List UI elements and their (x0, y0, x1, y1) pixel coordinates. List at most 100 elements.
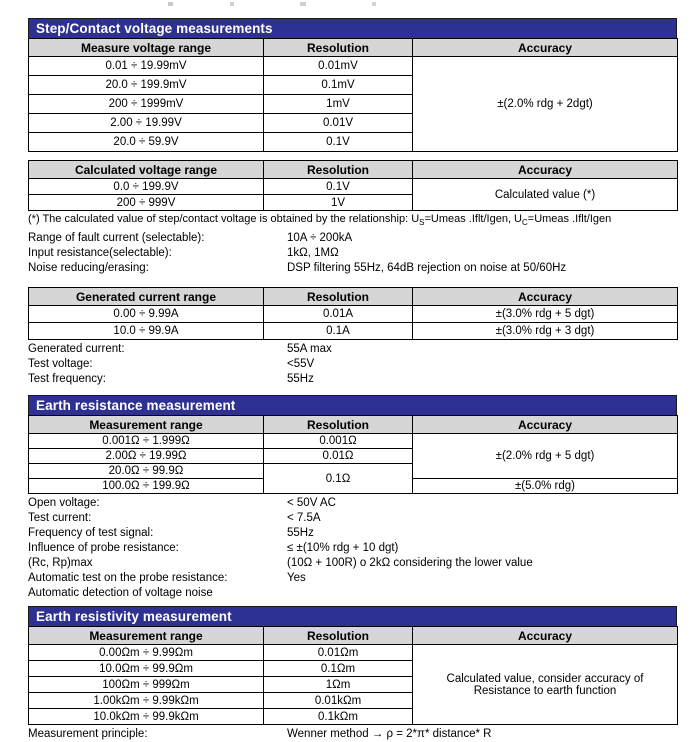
note-row: Test voltage: <55V (28, 357, 677, 372)
cell-range: 10.0kΩm ÷ 99.9kΩm (28, 708, 264, 726)
footnote-text: =Umeas .Iflt/Igen, U (424, 213, 522, 225)
cell-resolution: 0.1Ωm (263, 660, 413, 678)
note-value: <55V (287, 358, 315, 371)
cell-resolution-merged: 0.1Ω (263, 463, 413, 495)
table-row: 0.00Ωm ÷ 9.99Ωm 0.01Ωm Calculated value,… (28, 644, 678, 726)
note-value: 10A ÷ 200kA (287, 232, 353, 245)
cell-range: 200 ÷ 1999mV (28, 94, 264, 114)
cell-resolution: 0.1V (263, 132, 413, 152)
table-row: 10.0 ÷ 99.9A 0.1A ±(3.0% rdg + 3 dgt) (28, 322, 678, 341)
generated-current-notes: Generated current: 55A max Test voltage:… (28, 342, 677, 387)
table-header-row: Generated current range Resolution Accur… (28, 287, 678, 307)
earth-resistivity-table: Measurement range Resolution Accuracy 0.… (28, 626, 678, 726)
note-label: Frequency of test signal: (28, 527, 154, 540)
note-label: Automatic test on the probe resistance: (28, 572, 228, 585)
cell-range: 0.01 ÷ 19.99mV (28, 56, 264, 76)
note-value: Wenner method → ρ = 2*π* distance* R (287, 728, 492, 741)
generated-current-table: Generated current range Resolution Accur… (28, 287, 678, 341)
note-label: Generated current: (28, 343, 125, 356)
col-header-resolution: Resolution (263, 626, 413, 646)
col-header-resolution: Resolution (263, 38, 413, 57)
note-label: Measurement principle: (28, 728, 148, 741)
spec-sheet-page: Step/Contact voltage measurements Measur… (28, 2, 678, 742)
cell-accuracy-merged: ±(2.0% rdg + 5 dgt) (412, 433, 678, 480)
note-row: Test frequency: 55Hz (28, 372, 677, 387)
measure-voltage-table: Measure voltage range Resolution Accurac… (28, 38, 678, 152)
table-row: 2.00Ω ÷ 19.99Ω 0.01Ω (28, 448, 678, 465)
note-label: Input resistance(selectable): (28, 247, 172, 260)
note-value: < 7.5A (287, 512, 321, 525)
cell-range: 10.0 ÷ 99.9A (28, 322, 264, 341)
col-header-range: Generated current range (28, 287, 264, 307)
note-value: ≤ ±(10% rdg + 10 dgt) (287, 542, 399, 555)
cell-accuracy: ±(5.0% rdg) (412, 478, 678, 495)
table-row: 10.0Ωm ÷ 99.9Ωm 0.1Ωm (28, 660, 678, 678)
cell-range: 100Ωm ÷ 999Ωm (28, 676, 264, 694)
earth-resistance-notes: Open voltage: < 50V AC Test current: < 7… (28, 496, 677, 601)
cell-resolution: 0.1kΩm (263, 708, 413, 726)
cell-range: 10.0Ωm ÷ 99.9Ωm (28, 660, 264, 678)
section-title-earth-resistance: Earth resistance measurement (28, 395, 677, 416)
cell-resolution: 0.01Ω (263, 448, 413, 465)
cell-resolution: 0.001Ω (263, 433, 413, 450)
table-row: 10.0kΩm ÷ 99.9kΩm 0.1kΩm (28, 708, 678, 726)
note-row: Frequency of test signal: 55Hz (28, 526, 677, 541)
cell-accuracy: ±(3.0% rdg + 5 dgt) (412, 305, 678, 324)
note-row: Automatic detection of voltage noise (28, 586, 677, 601)
table-row: 0.00 ÷ 9.99A 0.01A ±(3.0% rdg + 5 dgt) (28, 305, 678, 324)
table-header-row: Measurement range Resolution Accuracy (28, 626, 678, 646)
cell-range: 0.001Ω ÷ 1.999Ω (28, 433, 264, 450)
footnote-calculated-value: (*) The calculated value of step/contact… (28, 213, 677, 229)
cell-resolution: 0.1A (263, 322, 413, 341)
note-value: < 50V AC (287, 497, 336, 510)
table-row: 0.01 ÷ 19.99mV 0.01mV ±(2.0% rdg + 2dgt) (28, 56, 678, 152)
footnote-text: (*) The calculated value of step/contact… (28, 213, 420, 225)
cell-resolution: 0.01V (263, 113, 413, 133)
col-header-accuracy: Accuracy (412, 415, 678, 435)
cell-accuracy: ±(3.0% rdg + 3 dgt) (412, 322, 678, 341)
cell-resolution: 0.01A (263, 305, 413, 324)
note-row: Influence of probe resistance: ≤ ±(10% r… (28, 541, 677, 556)
note-value: DSP filtering 55Hz, 64dB rejection on no… (287, 262, 567, 275)
table-header-row: Calculated voltage range Resolution Accu… (28, 160, 678, 179)
note-value: 55Hz (287, 373, 314, 386)
col-header-range: Measure voltage range (28, 38, 264, 57)
table-row: 200 ÷ 999V 1V (28, 194, 678, 211)
cell-resolution: 1mV (263, 94, 413, 114)
col-header-range: Measurement range (28, 626, 264, 646)
note-row: Test current: < 7.5A (28, 511, 677, 526)
section-title-step-contact: Step/Contact voltage measurements (28, 18, 677, 38)
cell-range: 0.0 ÷ 199.9V (28, 178, 264, 195)
section-step-contact: Step/Contact voltage measurements Measur… (28, 18, 678, 276)
table-row: 2.00 ÷ 19.99V 0.01V (28, 113, 678, 133)
note-value (287, 586, 677, 601)
cell-range: 20.0 ÷ 199.9mV (28, 75, 264, 95)
note-label: Open voltage: (28, 497, 100, 510)
cell-resolution: 1V (263, 194, 413, 211)
cell-range: 0.00Ωm ÷ 9.99Ωm (28, 644, 264, 662)
section-earth-resistance: Earth resistance measurement Measurement… (28, 395, 678, 601)
note-row: Input resistance(selectable): 1kΩ, 1MΩ (28, 246, 677, 261)
cell-accuracy-merged: Calculated value, consider accuracy of R… (412, 644, 678, 726)
note-row: Noise reducing/erasing: DSP filtering 55… (28, 261, 677, 276)
table-row: 100.0Ω ÷ 199.9Ω ±(5.0% rdg) (28, 478, 678, 495)
cell-resolution: 0.1mV (263, 75, 413, 95)
cell-range: 0.00 ÷ 9.99A (28, 305, 264, 324)
table-row: 100Ωm ÷ 999Ωm 1Ωm (28, 676, 678, 694)
earth-resistance-table: Measurement range Resolution Accuracy 0.… (28, 415, 678, 495)
section-title-earth-resistivity: Earth resistivity measurement (28, 606, 677, 627)
col-header-accuracy: Accuracy (412, 38, 678, 57)
note-label: Range of fault current (selectable): (28, 232, 205, 245)
step-contact-notes: Range of fault current (selectable): 10A… (28, 231, 677, 276)
table-row: 0.0 ÷ 199.9V 0.1V Calculated value (*) (28, 178, 678, 211)
col-header-resolution: Resolution (263, 415, 413, 435)
table-header-row: Measurement range Resolution Accuracy (28, 415, 678, 435)
table-row: 20.0 ÷ 59.9V 0.1V (28, 132, 678, 152)
note-label: Test voltage: (28, 358, 93, 371)
col-header-range: Calculated voltage range (28, 160, 264, 179)
table-row: 20.0Ω ÷ 99.9Ω 0.1Ω (28, 463, 678, 495)
note-label: Test frequency: (28, 373, 106, 386)
note-label: Automatic detection of voltage noise (28, 587, 213, 600)
cell-resolution: 0.01Ωm (263, 644, 413, 662)
note-value: (10Ω + 100R) o 2kΩ considering the lower… (287, 557, 533, 570)
